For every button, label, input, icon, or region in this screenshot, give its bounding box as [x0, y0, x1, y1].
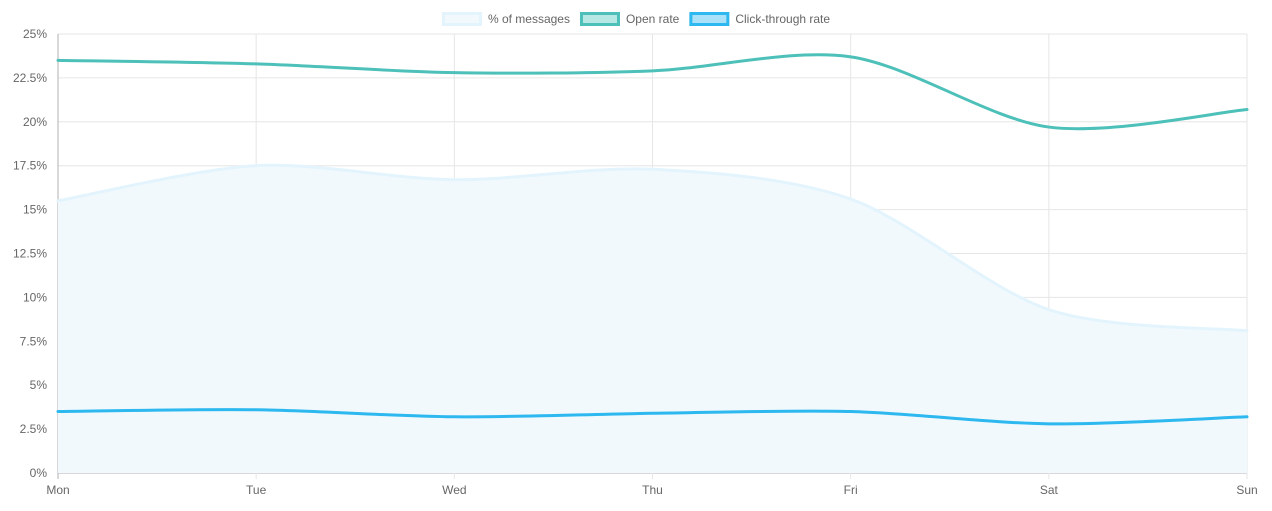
- x-axis-ticks: Mon Tue Wed Thu Fri Sat Sun: [46, 483, 1257, 497]
- series-area: [58, 165, 1247, 473]
- y-axis-ticks: 0% 2.5% 5% 7.5% 10% 12.5% 15% 17.5% 20% 22.5% 25%: [13, 27, 47, 480]
- y-tick-label: 2.5%: [20, 422, 48, 436]
- legend-item-pct-of-messages[interactable]: % of messages: [441, 12, 570, 26]
- x-tick-label: Sat: [1040, 483, 1059, 497]
- y-tick-label: 20%: [23, 115, 47, 129]
- legend-label: % of messages: [488, 12, 570, 26]
- y-tick-label: 25%: [23, 27, 47, 41]
- y-tick-label: 17.5%: [13, 159, 47, 173]
- x-tick-label: Sun: [1236, 483, 1257, 497]
- legend-item-open-rate[interactable]: Open rate: [579, 12, 680, 26]
- x-tick-label: Tue: [246, 483, 267, 497]
- legend-swatch: [689, 12, 730, 26]
- y-tick-label: 15%: [23, 203, 47, 217]
- series-open-rate: [56, 53, 1249, 131]
- x-tick-label: Wed: [442, 483, 466, 497]
- y-tick-label: 5%: [30, 378, 48, 392]
- y-tick-label: 0%: [30, 466, 48, 480]
- legend-swatch: [579, 12, 620, 26]
- series-click-through-rate: [56, 408, 1249, 426]
- legend-label: Open rate: [626, 12, 680, 26]
- legend: % of messages Open rate Click-through rate: [441, 12, 831, 26]
- y-tick-label: 7.5%: [20, 334, 48, 348]
- y-tick-label: 12.5%: [13, 247, 47, 261]
- y-tick-label: 22.5%: [13, 71, 47, 85]
- y-tick-label: 10%: [23, 290, 47, 304]
- x-tick-label: Mon: [46, 483, 69, 497]
- series-layer: [56, 53, 1249, 473]
- x-tick-label: Fri: [844, 483, 858, 497]
- legend-swatch: [441, 12, 482, 26]
- legend-item-click-through-rate[interactable]: Click-through rate: [689, 12, 831, 26]
- series-pct-of-messages: [56, 163, 1249, 473]
- x-tick-label: Thu: [642, 483, 663, 497]
- series-line: [56, 163, 1249, 333]
- legend-label: Click-through rate: [735, 12, 830, 26]
